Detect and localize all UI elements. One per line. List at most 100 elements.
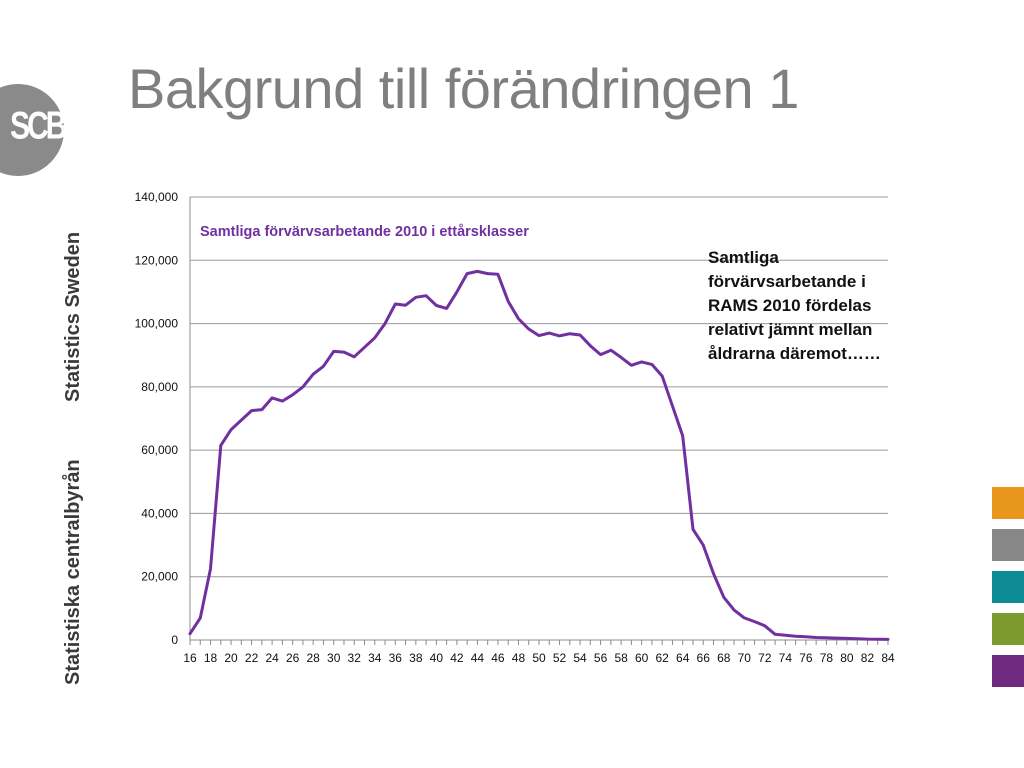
x-tick-label: 58 (614, 651, 628, 665)
y-tick-label: 0 (171, 633, 178, 647)
color-swatch (992, 571, 1024, 603)
data-point (353, 355, 356, 358)
data-point (856, 637, 859, 640)
data-point (815, 636, 818, 639)
data-point (650, 363, 653, 366)
x-tick-label: 80 (840, 651, 854, 665)
x-tick-label: 78 (820, 651, 834, 665)
color-swatches (992, 487, 1024, 697)
vertical-brand-swedish: Statistiska centralbyrån (62, 459, 84, 685)
x-tick-label: 70 (738, 651, 752, 665)
data-point (876, 638, 879, 641)
data-point (589, 344, 592, 347)
data-point (774, 633, 777, 636)
data-point (661, 375, 664, 378)
data-point (784, 634, 787, 637)
data-point (342, 351, 345, 354)
data-point (507, 300, 510, 303)
data-point (825, 636, 828, 639)
data-point (691, 528, 694, 531)
data-point (312, 373, 315, 376)
x-tick-label: 40 (430, 651, 444, 665)
data-point (363, 346, 366, 349)
x-tick-label: 52 (553, 651, 567, 665)
data-point (887, 638, 890, 641)
color-swatch (992, 613, 1024, 645)
x-tick-label: 60 (635, 651, 649, 665)
data-point (681, 434, 684, 437)
data-point (496, 273, 499, 276)
data-point (240, 419, 243, 422)
data-point (609, 349, 612, 352)
data-point (271, 396, 274, 399)
color-swatch (992, 487, 1024, 519)
slide-title: Bakgrund till förändringen 1 (128, 57, 799, 120)
x-tick-label: 54 (573, 651, 587, 665)
x-tick-label: 74 (779, 651, 793, 665)
y-tick-label: 140,000 (135, 190, 179, 204)
data-point (260, 408, 263, 411)
x-tick-label: 56 (594, 651, 608, 665)
data-point (209, 567, 212, 570)
data-point (281, 400, 284, 403)
data-point (733, 608, 736, 611)
data-point (219, 444, 222, 447)
series-line (188, 269, 890, 641)
data-point (630, 364, 633, 367)
data-point (250, 409, 253, 412)
data-point (671, 404, 674, 407)
y-tick-label: 60,000 (141, 443, 178, 457)
vertical-brand-english: Statistics Sweden (62, 231, 84, 402)
data-point (538, 334, 541, 337)
data-point (425, 294, 428, 297)
x-tick-label: 18 (204, 651, 218, 665)
data-point (445, 307, 448, 310)
x-tick-label: 64 (676, 651, 690, 665)
data-point (476, 270, 479, 273)
data-point (384, 322, 387, 325)
x-tick-label: 32 (348, 651, 362, 665)
y-tick-label: 20,000 (141, 570, 178, 584)
data-point (548, 332, 551, 335)
data-point (455, 290, 458, 293)
x-tick-label: 44 (471, 651, 485, 665)
data-point (199, 616, 202, 619)
data-point (230, 428, 233, 431)
data-point (753, 620, 756, 623)
data-point (322, 365, 325, 368)
scb-logo: SCB (0, 84, 67, 176)
data-point (712, 572, 715, 575)
data-point (794, 635, 797, 638)
x-tick-label: 66 (697, 651, 711, 665)
x-tick-label: 16 (183, 651, 197, 665)
data-point (301, 385, 304, 388)
data-point (804, 635, 807, 638)
data-point (763, 624, 766, 627)
x-tick-label: 26 (286, 651, 300, 665)
x-tick-label: 76 (799, 651, 813, 665)
data-point (558, 334, 561, 337)
y-tick-label: 100,000 (135, 317, 179, 331)
annotation-text: Samtliga förvärvsarbetande i RAMS 2010 f… (708, 248, 881, 363)
data-point (486, 272, 489, 275)
x-tick-label: 62 (655, 651, 669, 665)
data-point (517, 317, 520, 320)
data-point (579, 333, 582, 336)
data-point (845, 637, 848, 640)
x-tick-label: 50 (532, 651, 546, 665)
x-tick-label: 20 (224, 651, 238, 665)
chart-title: Samtliga förvärvsarbetande 2010 i ettårs… (200, 224, 529, 240)
x-tick-label: 84 (881, 651, 895, 665)
x-tick-label: 48 (512, 651, 526, 665)
data-point (722, 596, 725, 599)
data-point (435, 304, 438, 307)
x-tick-label: 36 (389, 651, 403, 665)
data-point (373, 336, 376, 339)
data-point (702, 544, 705, 547)
data-point (835, 637, 838, 640)
data-point (414, 296, 417, 299)
data-point (466, 272, 469, 275)
y-tick-label: 80,000 (141, 380, 178, 394)
x-tick-label: 46 (491, 651, 505, 665)
data-point (866, 638, 869, 641)
